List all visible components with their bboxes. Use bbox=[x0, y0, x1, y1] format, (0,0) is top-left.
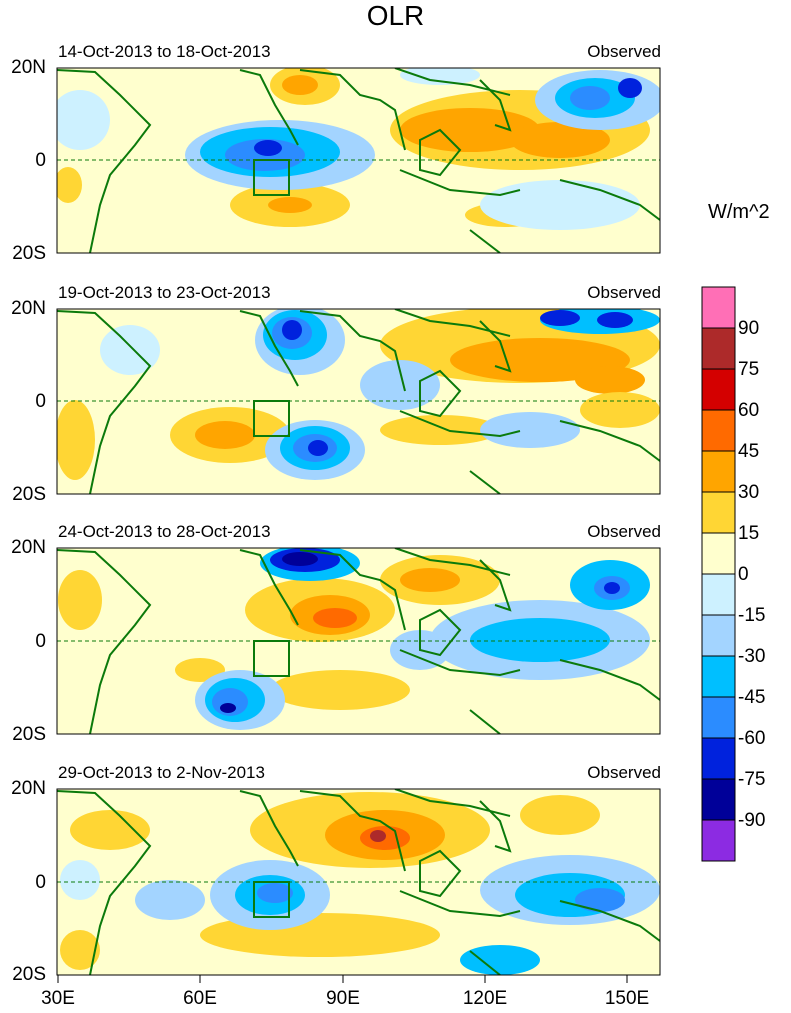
colorbar-label: -15 bbox=[738, 605, 766, 626]
colorbar-label: -45 bbox=[738, 687, 766, 708]
lat-label-0: 0 bbox=[35, 631, 46, 652]
lat-label-0: 0 bbox=[35, 150, 46, 171]
lon-label-120e: 120E bbox=[462, 988, 508, 1009]
colorbar-swatch bbox=[701, 532, 736, 575]
colorbar-swatch bbox=[701, 573, 736, 616]
panel-4-label: Observed bbox=[587, 763, 661, 782]
colorbar-swatch bbox=[701, 737, 736, 780]
panel-3-period: 24-Oct-2013 to 28-Oct-2013 bbox=[58, 522, 271, 541]
colorbar-label: 30 bbox=[738, 482, 760, 503]
panel-2-label: Observed bbox=[587, 283, 661, 302]
colorbar-swatch bbox=[701, 286, 736, 329]
lat-label-0: 0 bbox=[35, 391, 46, 412]
lat-label-20s: 20S bbox=[12, 724, 46, 745]
lat-label-20s: 20S bbox=[12, 964, 46, 985]
colorbar bbox=[701, 286, 736, 862]
map-panel-3 bbox=[56, 547, 661, 735]
lat-label-20s: 20S bbox=[12, 243, 46, 264]
panel-4-period: 29-Oct-2013 to 2-Nov-2013 bbox=[58, 763, 265, 782]
lon-label-90e: 90E bbox=[326, 988, 360, 1009]
colorbar-swatch bbox=[701, 327, 736, 370]
colorbar-swatch bbox=[701, 819, 736, 862]
colorbar-label: -75 bbox=[738, 769, 766, 790]
lat-label-20n: 20N bbox=[11, 778, 46, 799]
panel-1-period: 14-Oct-2013 to 18-Oct-2013 bbox=[58, 42, 271, 61]
colorbar-swatch bbox=[701, 778, 736, 821]
colorbar-swatch bbox=[701, 450, 736, 493]
colorbar-label: 90 bbox=[738, 318, 760, 339]
lat-label-20n: 20N bbox=[11, 57, 46, 78]
colorbar-swatch bbox=[701, 696, 736, 739]
colorbar-label: -60 bbox=[738, 728, 766, 749]
colorbar-label: -30 bbox=[738, 646, 766, 667]
colorbar-swatch bbox=[701, 614, 736, 657]
lon-label-60e: 60E bbox=[183, 988, 217, 1009]
lat-label-0: 0 bbox=[35, 872, 46, 893]
lat-label-20n: 20N bbox=[11, 537, 46, 558]
lon-label-30e: 30E bbox=[41, 988, 75, 1009]
colorbar-swatch bbox=[701, 655, 736, 698]
colorbar-units: W/m^2 bbox=[708, 201, 770, 223]
colorbar-swatch bbox=[701, 491, 736, 534]
lon-ticks bbox=[57, 975, 628, 983]
panel-3-label: Observed bbox=[587, 522, 661, 541]
map-panel-4 bbox=[56, 788, 661, 976]
colorbar-label: 75 bbox=[738, 359, 760, 380]
lat-label-20s: 20S bbox=[12, 484, 46, 505]
colorbar-label: 0 bbox=[738, 564, 749, 585]
panel-1-label: Observed bbox=[587, 42, 661, 61]
lat-label-20n: 20N bbox=[11, 298, 46, 319]
figure-title: OLR bbox=[366, 0, 425, 31]
map-panel-1 bbox=[56, 67, 661, 254]
panel-2-period: 19-Oct-2013 to 23-Oct-2013 bbox=[58, 283, 271, 302]
colorbar-label: 45 bbox=[738, 441, 760, 462]
colorbar-label: 15 bbox=[738, 523, 760, 544]
colorbar-swatch bbox=[701, 409, 736, 452]
map-panel-2 bbox=[56, 308, 661, 495]
colorbar-label: 60 bbox=[738, 400, 760, 421]
colorbar-label: -90 bbox=[738, 810, 766, 831]
lon-label-150e: 150E bbox=[604, 988, 650, 1009]
colorbar-swatch bbox=[701, 368, 736, 411]
